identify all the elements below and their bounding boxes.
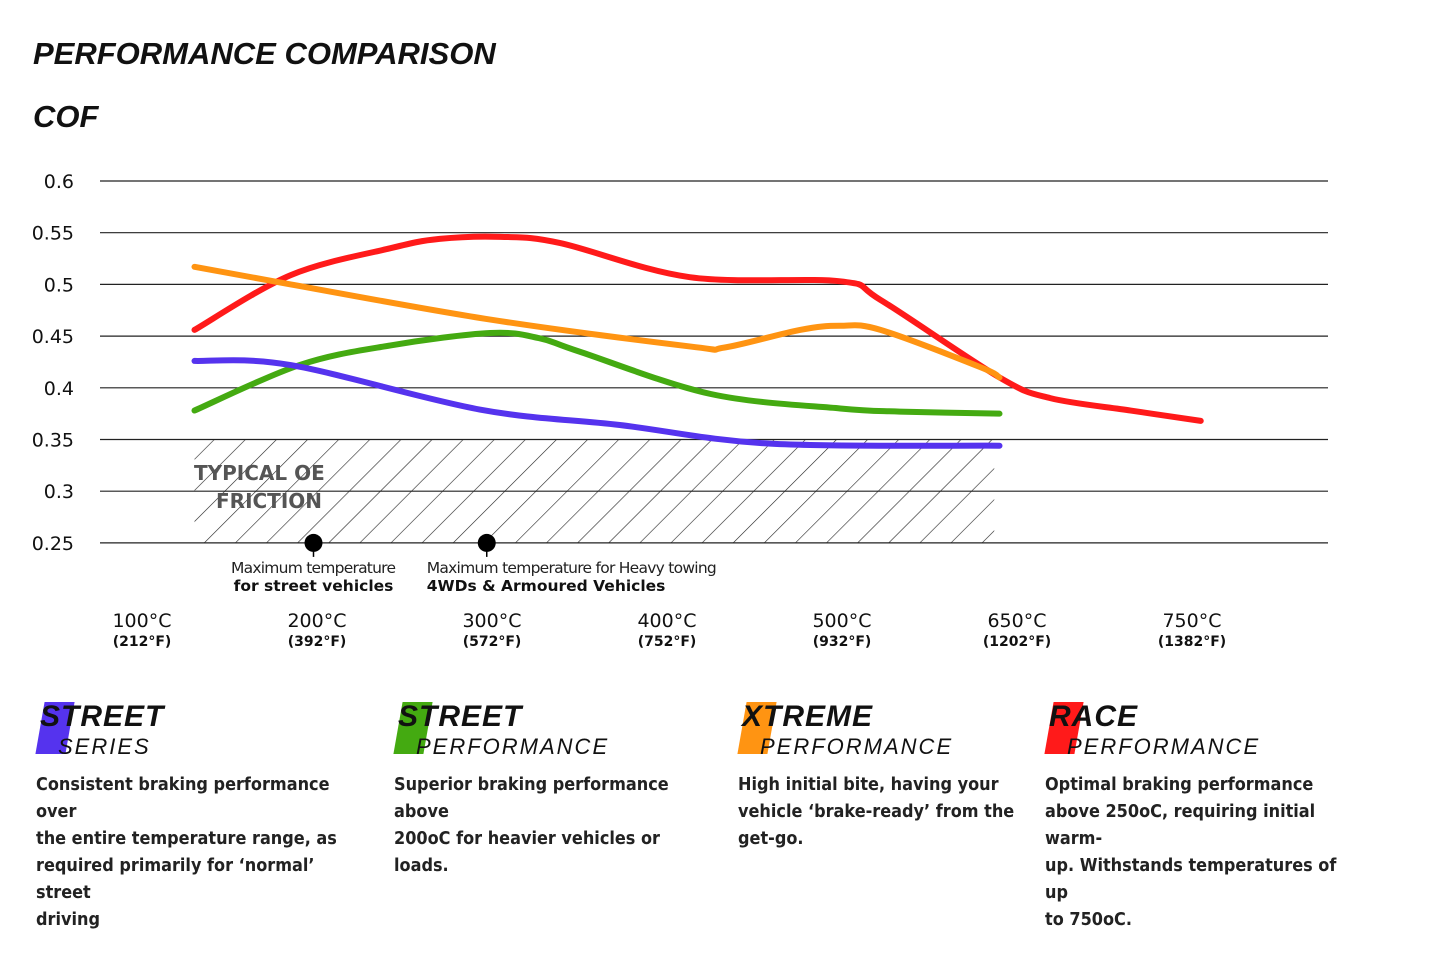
desc-line: driving: [36, 910, 100, 930]
x-tick-sublabel: (752°F): [638, 634, 697, 650]
desc-line: vehicle ‘brake-ready’ from the: [738, 802, 1015, 822]
x-tick-sublabel: (572°F): [463, 634, 522, 650]
x-tick-label: 650°C: [987, 610, 1046, 632]
series-line-race-performance: [191, 233, 1204, 424]
brand-logo: XTREME PERFORMANCE: [737, 700, 1078, 762]
annotation-line1: Maximum temperature: [231, 559, 396, 577]
y-tick-label: 0.45: [32, 326, 74, 348]
x-tick-label: 750°C: [1162, 610, 1221, 632]
legend-item-3: RACE PERFORMANCE Optimal braking performan…: [1044, 700, 1385, 934]
x-tick-label: 200°C: [287, 610, 346, 632]
annotation-line2: for street vehicles: [234, 577, 394, 595]
series-line-street-performance: [191, 329, 1003, 417]
desc-line: required primarily for ‘normal’ street: [36, 856, 315, 903]
logo-subtitle: PERFORMANCE: [416, 734, 610, 759]
page-title: PERFORMANCE COMPARISON: [33, 36, 496, 71]
logo-subtitle: SERIES: [58, 734, 151, 759]
y-axis-title: COF: [33, 99, 99, 134]
annotation-line2: 4WDs & Armoured Vehicles: [427, 577, 666, 595]
x-tick-sublabel: (1202°F): [983, 634, 1051, 650]
x-tick-label: 500°C: [812, 610, 871, 632]
desc-line: get-go.: [738, 829, 804, 849]
x-tick-label: 100°C: [112, 610, 171, 632]
x-tick-sublabel: (212°F): [113, 634, 172, 650]
y-tick-label: 0.3: [44, 481, 74, 503]
series-line-street-series: [191, 357, 1003, 449]
desc-line: above 250oC, requiring initial warm-: [1045, 802, 1316, 849]
x-tick-sublabel: (392°F): [288, 634, 347, 650]
hatch-label: FRICTION: [216, 489, 322, 513]
legend-description: Superior braking performance above 200oC …: [394, 772, 707, 880]
brand-logo: STREET PERFORMANCE: [393, 700, 734, 762]
desc-line: High initial bite, having your: [738, 775, 999, 795]
annotation-line1: Maximum temperature for Heavy towing: [427, 559, 717, 577]
legend-item-0: STREET SERIES Consistent braking performan…: [35, 700, 376, 934]
y-tick-label: 0.4: [44, 378, 74, 400]
logo-title: STREET: [398, 700, 523, 733]
legend-item-2: XTREME PERFORMANCE High initial bite, havi…: [737, 700, 1078, 853]
logo-title: RACE: [1049, 700, 1139, 733]
x-tick-sublabel: (1382°F): [1158, 634, 1226, 650]
legend-description: Consistent braking performance over the e…: [36, 772, 349, 934]
brand-logo: STREET SERIES: [35, 700, 376, 762]
y-tick-label: 0.5: [44, 274, 74, 296]
desc-line: to 750oC.: [1045, 910, 1132, 930]
legend-description: Optimal braking performance above 250oC, …: [1045, 772, 1358, 934]
desc-line: 200oC for heavier vehicles or loads.: [394, 829, 660, 876]
logo-subtitle: PERFORMANCE: [760, 734, 954, 759]
legend-description: High initial bite, having your vehicle ‘b…: [738, 772, 1051, 853]
y-tick-label: 0.35: [32, 430, 74, 452]
y-tick-label: 0.6: [44, 171, 74, 193]
hatch-label: TYPICAL OE: [194, 461, 325, 485]
desc-line: Consistent braking performance over: [36, 775, 330, 822]
desc-line: Optimal braking performance: [1045, 775, 1314, 795]
logo-title: XTREME: [742, 700, 874, 733]
x-tick-label: 300°C: [462, 610, 521, 632]
legend-item-1: STREET PERFORMANCE Superior braking perfor…: [393, 700, 734, 880]
x-tick-sublabel: (932°F): [813, 634, 872, 650]
desc-line: Superior braking performance above: [394, 775, 669, 822]
desc-line: up. Withstands temperatures of up: [1045, 856, 1337, 903]
logo-title: STREET: [40, 700, 165, 733]
desc-line: the entire temperature range, as: [36, 829, 337, 849]
brand-logo: RACE PERFORMANCE: [1044, 700, 1385, 762]
y-tick-label: 0.25: [32, 533, 74, 555]
y-tick-label: 0.55: [32, 223, 74, 245]
cof-chart: TYPICAL OEFRICTION0.60.550.50.450.40.350…: [32, 171, 1328, 650]
logo-subtitle: PERFORMANCE: [1067, 734, 1261, 759]
x-tick-label: 400°C: [637, 610, 696, 632]
series-line-xtreme-performance: [191, 263, 1003, 381]
